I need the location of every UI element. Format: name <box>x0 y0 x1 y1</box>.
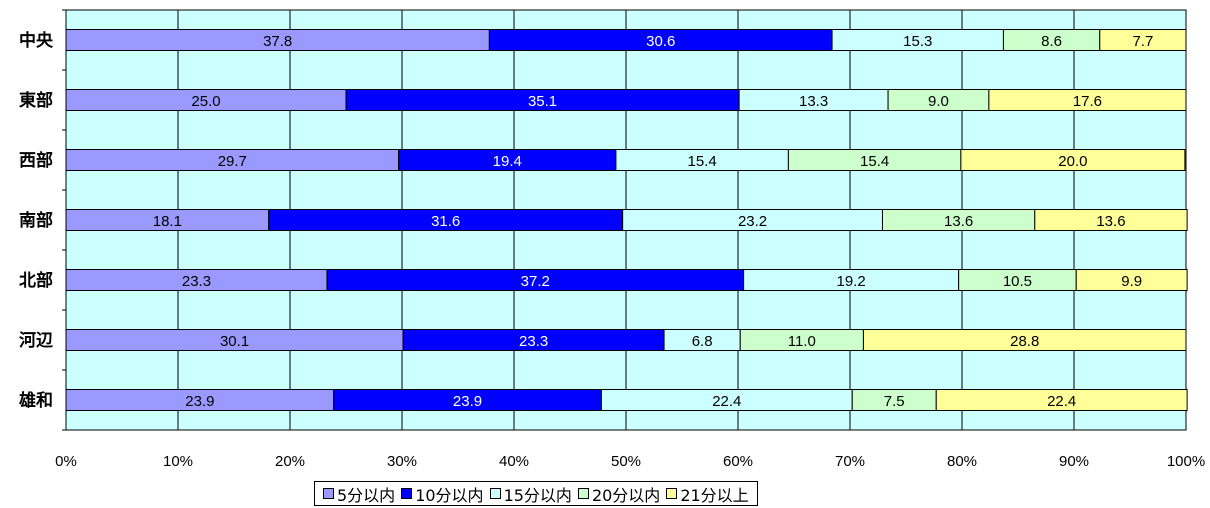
bar-6-4 <box>935 389 1188 411</box>
data-label-1-0: 25.0 <box>191 93 220 110</box>
x-tick-label-7: 70% <box>835 453 865 470</box>
data-label-0-1: 30.6 <box>646 33 675 50</box>
data-label-6-1: 23.9 <box>453 393 482 410</box>
category-label-6: 雄和 <box>18 390 53 411</box>
data-label-4-0: 23.3 <box>182 273 211 290</box>
bar-4-4 <box>1075 269 1188 291</box>
legend-label-0: 5分以内 <box>337 485 396 505</box>
data-label-3-2: 23.2 <box>738 213 767 230</box>
data-label-5-4: 28.8 <box>1010 333 1039 350</box>
data-label-1-4: 17.6 <box>1073 93 1102 110</box>
legend-label-2: 15分以内 <box>503 485 572 505</box>
legend-swatch-2 <box>489 488 501 499</box>
data-label-1-1: 35.1 <box>528 93 557 110</box>
legend-item-0: 5分以内 <box>323 482 395 506</box>
legend: 5分以内 10分以内 15分以内 20分以内 21分以上 <box>314 481 758 506</box>
bar-5-4 <box>862 329 1187 351</box>
bar-2-4 <box>960 149 1186 171</box>
bar-0-4 <box>1099 29 1187 51</box>
legend-swatch-3 <box>577 488 589 499</box>
x-tick-label-8: 80% <box>947 453 977 470</box>
data-label-0-0: 37.8 <box>263 33 292 50</box>
data-label-6-4: 22.4 <box>1047 393 1076 410</box>
data-label-4-4: 9.9 <box>1121 273 1142 290</box>
data-label-0-4: 7.7 <box>1132 33 1153 50</box>
data-label-6-0: 23.9 <box>185 393 214 410</box>
data-label-2-3: 15.4 <box>860 153 889 170</box>
data-label-1-2: 13.3 <box>799 93 828 110</box>
bar-1-4 <box>988 89 1187 111</box>
category-label-4: 北部 <box>19 270 53 291</box>
legend-item-1: 10分以内 <box>401 482 484 506</box>
data-label-3-4: 13.6 <box>1096 213 1125 230</box>
category-label-1: 東部 <box>19 90 53 111</box>
data-label-2-2: 15.4 <box>688 153 717 170</box>
category-label-5: 河辺 <box>19 331 53 351</box>
legend-item-2: 15分以内 <box>489 482 572 506</box>
data-label-4-2: 19.2 <box>837 273 866 290</box>
legend-swatch-4 <box>666 488 678 499</box>
data-label-0-3: 8.6 <box>1041 33 1062 50</box>
category-label-3: 南部 <box>19 210 53 231</box>
data-label-3-3: 13.6 <box>944 213 973 230</box>
data-label-3-1: 31.6 <box>431 213 460 230</box>
data-label-5-2: 6.8 <box>692 333 713 350</box>
data-label-6-3: 7.5 <box>884 393 905 410</box>
x-tick-label-5: 50% <box>611 453 641 470</box>
x-tick-label-6: 60% <box>723 453 753 470</box>
legend-label-4: 21分以上 <box>680 485 749 505</box>
data-label-6-2: 22.4 <box>712 393 741 410</box>
data-label-2-1: 19.4 <box>493 153 522 170</box>
data-label-5-0: 30.1 <box>220 333 249 350</box>
data-label-0-2: 15.3 <box>903 33 932 50</box>
data-label-4-1: 37.2 <box>521 273 550 290</box>
stacked-bar-chart: 37.8 30.6 15.3 8.6 7.7 25.0 35.1 13.3 9.0 17.6 29.… <box>18 9 1205 470</box>
legend-label-3: 20分以内 <box>591 485 661 505</box>
data-label-2-0: 29.7 <box>218 153 247 170</box>
data-label-5-1: 23.3 <box>519 333 548 350</box>
data-label-4-3: 10.5 <box>1003 273 1032 290</box>
x-tick-label-4: 40% <box>499 453 529 470</box>
bar-3-4 <box>1034 209 1188 231</box>
x-tick-label-2: 20% <box>275 453 305 470</box>
data-label-5-3: 11.0 <box>788 333 816 350</box>
legend-label-1: 10分以内 <box>415 485 484 505</box>
data-label-2-4: 20.0 <box>1058 153 1087 170</box>
x-tick-label-3: 30% <box>387 453 417 470</box>
legend-swatch-0 <box>323 488 334 499</box>
x-tick-label-10: 100% <box>1167 453 1205 470</box>
category-label-0: 中央 <box>19 30 54 51</box>
x-tick-label-0: 0% <box>55 453 77 470</box>
legend-swatch-1 <box>401 488 413 499</box>
legend-item-3: 20分以内 <box>577 482 661 506</box>
x-tick-label-9: 90% <box>1059 453 1089 470</box>
x-tick-label-1: 10% <box>163 453 193 470</box>
data-label-1-3: 9.0 <box>928 93 949 110</box>
data-label-3-0: 18.1 <box>153 213 182 230</box>
category-label-2: 西部 <box>19 150 53 171</box>
legend-item-4: 21分以上 <box>666 482 749 506</box>
